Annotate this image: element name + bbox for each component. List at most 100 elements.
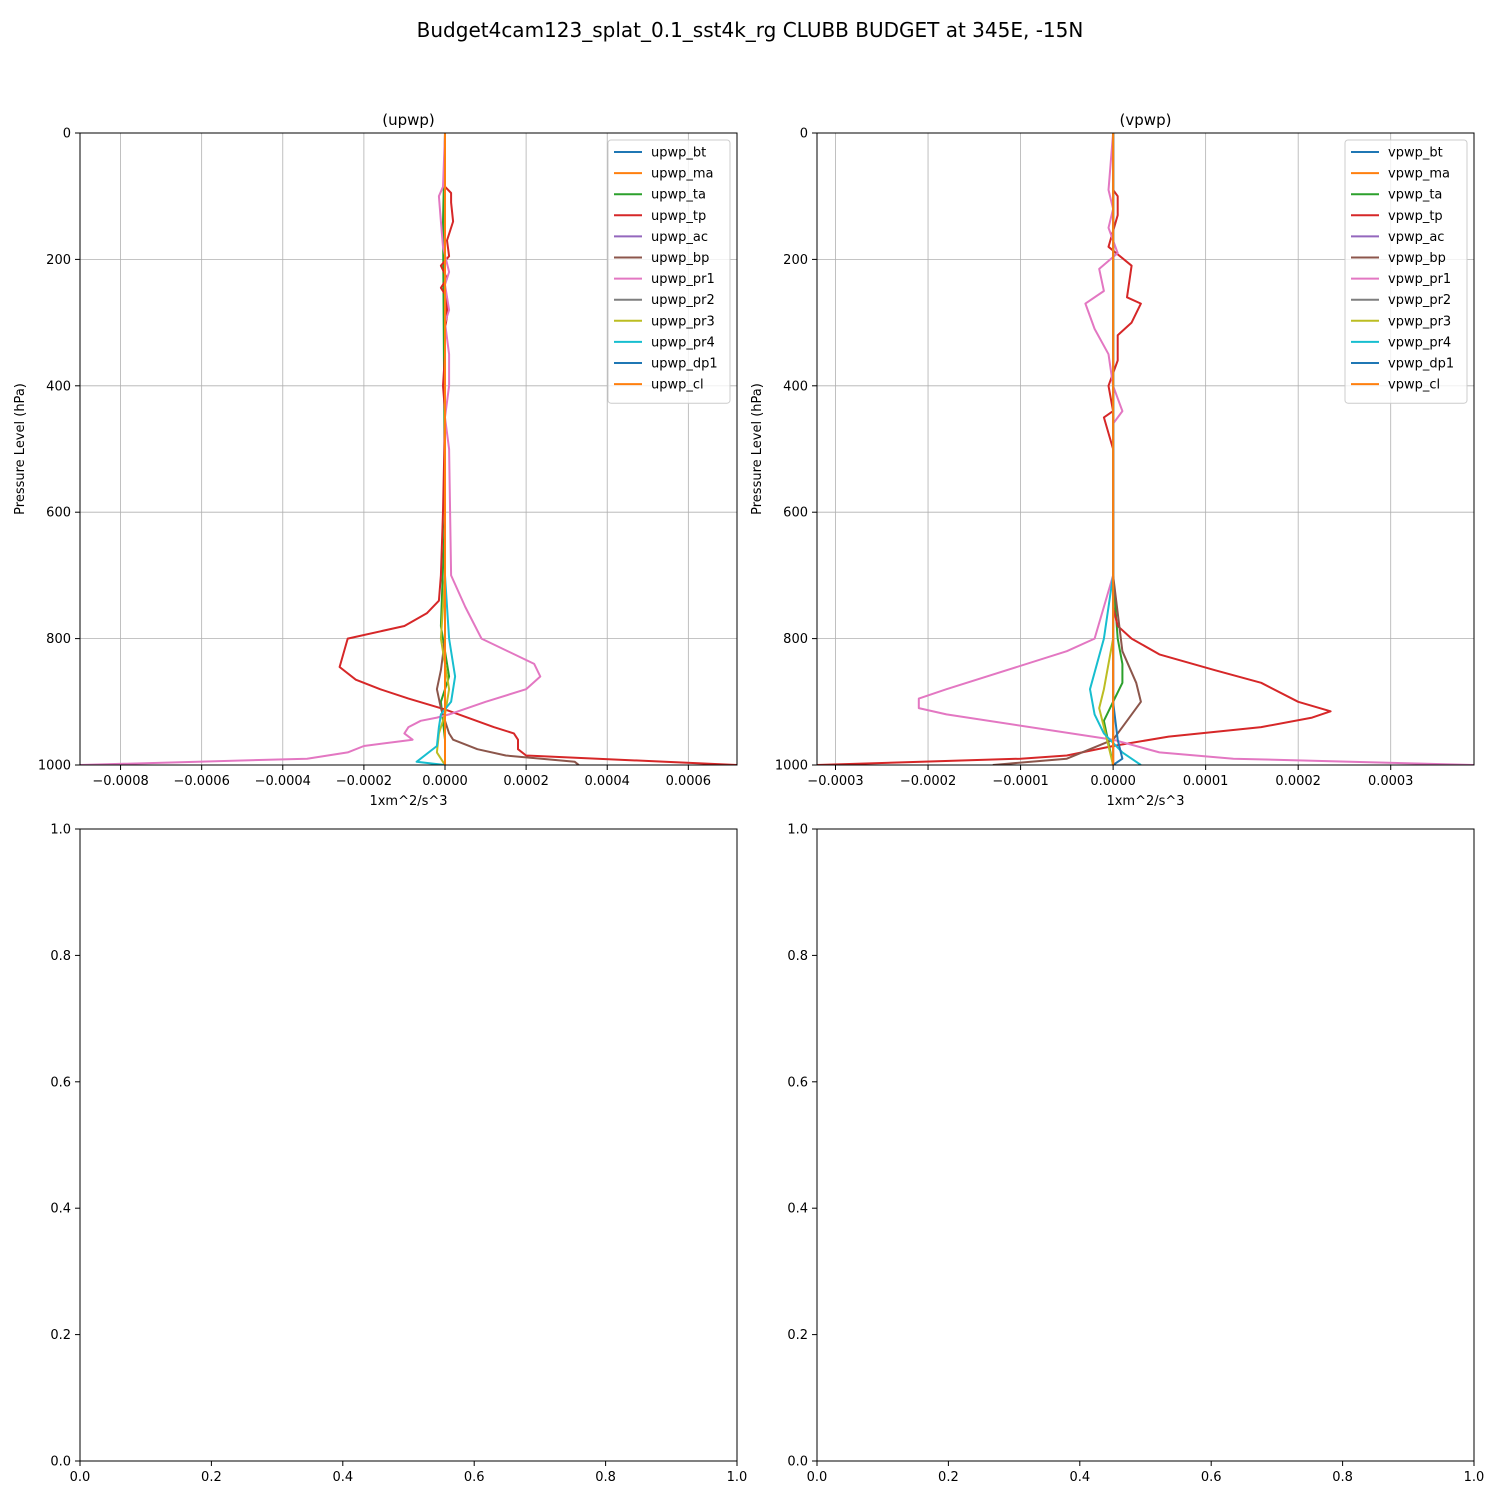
y-tick-label: 0 <box>63 127 71 142</box>
y-tick-label: 0.4 <box>787 1202 808 1217</box>
x-tick-label: 0.0 <box>70 1470 91 1485</box>
legend-label: vpwp_pr1 <box>1388 272 1451 287</box>
y-axis-label: Pressure Level (hPa) <box>13 383 28 515</box>
axes-3: 0.0 0.2 0.4 0.6 0.8 1.0 0.0 0.2 0.4 0.6 0.8 1.0 <box>50 823 747 1486</box>
axes-frame <box>79 132 738 766</box>
y-tick-label: 800 <box>783 632 808 647</box>
x-tick-label: 0.0004 <box>584 774 630 789</box>
legend-label: vpwp_dp1 <box>1388 357 1454 372</box>
legend-label: upwp_pr2 <box>651 293 715 308</box>
x-tick-label: 0.0000 <box>422 774 468 789</box>
subplot-grid: −0.0008 −0.0006 −0.0004 −0.0002 0.0000 0.0002… <box>13 111 1484 1485</box>
axes-frame <box>79 828 738 1462</box>
y-tick-label: 1000 <box>38 759 71 774</box>
y-tick-label: 0.6 <box>50 1075 71 1090</box>
x-tick-label: 0.8 <box>595 1470 616 1485</box>
legend-label: upwp_dp1 <box>651 357 718 372</box>
x-tick-label: 0.0003 <box>1368 774 1414 789</box>
series-line-vpwp_bp <box>992 133 1142 765</box>
plot-area <box>80 829 737 1461</box>
legend-label: upwp_pr4 <box>651 335 715 350</box>
y-tick-label: 200 <box>783 253 808 268</box>
y-tick-label: 400 <box>46 379 71 394</box>
y-tick-label: 200 <box>46 253 71 268</box>
legend-label: vpwp_pr3 <box>1388 314 1451 329</box>
legend-label: upwp_bp <box>651 251 709 266</box>
series-group <box>80 133 737 765</box>
x-tick-label: −0.0002 <box>336 774 392 789</box>
y-tick-label: 400 <box>783 379 808 394</box>
y-tick-label: 600 <box>783 506 808 521</box>
x-tick-label: 0.2 <box>201 1470 222 1485</box>
x-tick-label: 0.0006 <box>666 774 712 789</box>
legend-label: upwp_pr1 <box>651 272 715 287</box>
axes-4: 0.0 0.2 0.4 0.6 0.8 1.0 0.0 0.2 0.4 0.6 0.8 1.0 <box>787 823 1484 1486</box>
x-tick-label: −0.0008 <box>92 774 148 789</box>
series-line-upwp_pr1 <box>80 133 542 765</box>
x-tick-label: −0.0006 <box>173 774 229 789</box>
y-axis-label: Pressure Level (hPa) <box>750 383 765 515</box>
x-tick-label: 1.0 <box>1464 1470 1485 1485</box>
legend-label: upwp_ta <box>651 188 706 203</box>
legend-label: upwp_bt <box>651 146 706 161</box>
y-tick-label: 0.8 <box>50 949 71 964</box>
legend-label: vpwp_ta <box>1388 188 1442 203</box>
legend-label: vpwp_ac <box>1388 230 1444 245</box>
x-tick-label: −0.0001 <box>992 774 1048 789</box>
legend-label: upwp_tp <box>651 209 706 224</box>
legend-box <box>607 139 731 404</box>
x-tick-label: 0.8 <box>1332 1470 1353 1485</box>
legend-label: vpwp_pr2 <box>1388 293 1451 308</box>
y-tick-label: 0.2 <box>50 1328 71 1343</box>
axes-frame <box>816 828 1475 1462</box>
x-tick-label: −0.0003 <box>807 774 863 789</box>
legend-box <box>1344 139 1468 404</box>
axes-frame <box>816 132 1475 766</box>
legend-label: upwp_ac <box>651 230 708 245</box>
y-tick-label: 0.8 <box>787 949 808 964</box>
x-tick-label: 0.4 <box>332 1470 353 1485</box>
x-tick-label: −0.0002 <box>900 774 956 789</box>
legend-label: vpwp_cl <box>1388 378 1440 393</box>
x-axis-label: 1xm^2/s^3 <box>369 794 447 809</box>
x-tick-label: 0.2 <box>938 1470 959 1485</box>
y-tick-label: 600 <box>46 506 71 521</box>
y-tick-label: 0.0 <box>787 1455 808 1470</box>
y-tick-label: 1.0 <box>50 823 71 838</box>
series-line-vpwp_pr1 <box>917 133 1474 765</box>
axes-title: (upwp) <box>382 111 435 129</box>
legend-label: upwp_cl <box>651 378 704 393</box>
y-tick-label: 0.0 <box>50 1455 71 1470</box>
figure-title: Budget4cam123_splat_0.1_sst4k_rg CLUBB B… <box>417 18 1084 42</box>
y-tick-label: 0.6 <box>787 1075 808 1090</box>
legend-label: vpwp_tp <box>1388 209 1443 224</box>
series-group <box>817 133 1474 765</box>
axes-title: (vpwp) <box>1120 111 1172 129</box>
axes-1: −0.0008 −0.0006 −0.0004 −0.0002 0.0000 0.0002… <box>13 111 738 809</box>
x-tick-label: 1.0 <box>727 1470 748 1485</box>
legend-label: vpwp_bt <box>1388 146 1443 161</box>
x-tick-label: 0.0 <box>807 1470 828 1485</box>
x-tick-label: 0.0001 <box>1183 774 1229 789</box>
x-tick-label: −0.0004 <box>255 774 311 789</box>
legend-label: upwp_pr3 <box>651 314 715 329</box>
legend-label: vpwp_pr4 <box>1388 335 1451 350</box>
y-tick-label: 800 <box>46 632 71 647</box>
x-tick-label: 0.0002 <box>503 774 549 789</box>
y-tick-label: 0 <box>800 127 808 142</box>
legend-label: vpwp_ma <box>1388 167 1450 182</box>
x-tick-label: 0.6 <box>464 1470 485 1485</box>
legend: upwp_bt upwp_ma upwp_ta upwp_tp upwp_ac upwp_… <box>607 139 731 404</box>
x-tick-label: 0.6 <box>1201 1470 1222 1485</box>
plot-area <box>817 829 1474 1461</box>
y-tick-label: 0.2 <box>787 1328 808 1343</box>
legend-label: vpwp_bp <box>1388 251 1446 266</box>
series-line-upwp_pr4 <box>415 133 457 765</box>
legend-label: upwp_ma <box>651 167 714 182</box>
y-tick-label: 1000 <box>775 759 808 774</box>
x-tick-label: 0.4 <box>1069 1470 1090 1485</box>
x-tick-label: 0.0000 <box>1090 774 1136 789</box>
x-axis-label: 1xm^2/s^3 <box>1106 794 1184 809</box>
axes-2: −0.0003 −0.0002 −0.0001 0.0000 0.0001 0.0002 0… <box>750 111 1475 809</box>
